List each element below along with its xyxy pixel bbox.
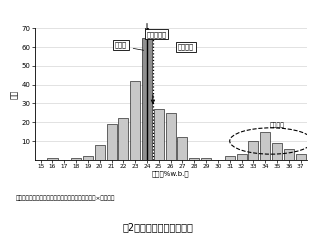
Bar [177,137,187,160]
Bar [118,118,128,160]
Text: 補正水分値＝単純平均値－（単純平均値－中央値）×補正係数: 補正水分値＝単純平均値－（単純平均値－中央値）×補正係数 [16,196,115,201]
Bar [201,158,211,160]
Bar [142,38,152,160]
Text: 補正水分値: 補正水分値 [146,31,167,38]
Bar [295,154,306,160]
Bar [47,158,58,160]
Bar [189,158,199,160]
Text: 単純平均: 単純平均 [178,44,194,50]
Text: 中央値: 中央値 [115,42,127,48]
X-axis label: 水分（%w.b.）: 水分（%w.b.） [152,170,190,177]
Bar [260,132,270,160]
Bar [71,158,81,160]
Bar [130,81,140,160]
Y-axis label: 頼度: 頼度 [10,89,19,99]
Bar [83,156,93,160]
Bar [272,143,282,160]
Bar [248,141,258,160]
Bar [95,145,105,160]
Bar [284,149,294,160]
Bar [166,113,176,160]
Bar [225,156,235,160]
Text: 図2　未熟粒補正の概念図: 図2 未熟粒補正の概念図 [123,222,193,232]
Text: 未熟粒等: 未熟粒等 [270,122,284,128]
Bar [236,154,246,160]
Bar [154,109,164,160]
Bar [106,124,117,160]
